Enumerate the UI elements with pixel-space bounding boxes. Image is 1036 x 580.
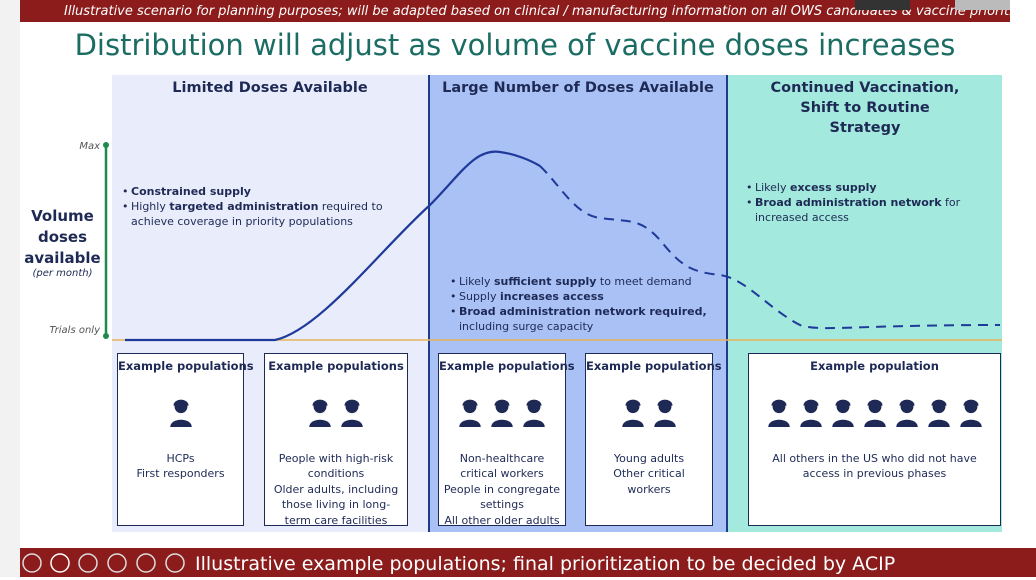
- population-heading: Example populations: [268, 359, 404, 373]
- person-icon: [926, 397, 952, 427]
- icon-row: [265, 387, 407, 437]
- population-line: HCPs: [166, 451, 195, 465]
- population-line: Older adults, including those living in …: [273, 482, 399, 527]
- icon-row: [118, 387, 243, 437]
- bullet-text: Supply: [459, 290, 500, 303]
- supply-curve-solid: [125, 150, 541, 342]
- more-button[interactable]: [165, 553, 185, 573]
- toolbar: [22, 553, 185, 573]
- bullet: Likely sufficient supply to meet demand: [450, 274, 710, 289]
- slide-title: Distribution will adjust as volume of va…: [74, 28, 956, 62]
- person-icon: [339, 397, 365, 427]
- icon-row: [749, 387, 1000, 437]
- person-icon: [862, 397, 888, 427]
- population-box: Example population All others in the US w…: [748, 353, 1001, 526]
- person-icon: [830, 397, 856, 427]
- axis-max-label: Max: [79, 141, 100, 152]
- population-box: Example populations Young adults Other cri…: [585, 353, 722, 526]
- phase-heading: Continued Vaccination, Shift to Routine …: [770, 80, 960, 136]
- axis-end: [103, 333, 109, 339]
- icon-row: [439, 387, 565, 437]
- video-thumbnail: [955, 0, 1010, 10]
- population-lines: HCPs First responders: [118, 451, 243, 482]
- bullet-text: Likely: [755, 181, 790, 194]
- phase-bullets: Likely sufficient supply to meet demandS…: [450, 274, 710, 334]
- bullet-text: including surge capacity: [459, 320, 594, 333]
- population-line: Non-healthcare critical workers: [459, 451, 545, 481]
- person-icon: [457, 397, 483, 427]
- axis-min-label: Trials only: [49, 325, 100, 336]
- bullet-text: required to achieve coverage in priority…: [131, 200, 383, 228]
- bullet: Supply increases access: [450, 289, 710, 304]
- population-line: First responders: [136, 467, 225, 480]
- person-icon: [620, 397, 646, 427]
- bullet-text: Broad administration network: [755, 196, 942, 209]
- footer-text: Illustrative example populations; final …: [195, 553, 896, 575]
- bullet: Likely excess supply: [746, 180, 1011, 195]
- supply-curve-dashed: [539, 165, 1001, 330]
- population-heading: Example population: [810, 359, 939, 373]
- population-line: All other older adults: [444, 513, 560, 527]
- population-box: Example populations HCPs First responders: [117, 353, 254, 526]
- population-lines: People with high-risk conditions Older ad…: [265, 451, 407, 529]
- axis-end: [103, 142, 109, 148]
- person-icon: [958, 397, 984, 427]
- bullet-text: targeted administration: [169, 200, 319, 213]
- person-icon: [894, 397, 920, 427]
- bullet: Highly targeted administration required …: [122, 199, 422, 229]
- bullet-text: excess supply: [790, 181, 877, 194]
- population-box: Example populations Non-healthcare critic…: [438, 353, 575, 529]
- population-line: People with high-risk conditions: [278, 451, 394, 481]
- bullet-text: Highly: [131, 200, 170, 213]
- bullet: Broad administration network required, i…: [450, 304, 710, 334]
- phase-bullets: Constrained supplyHighly targeted admini…: [122, 184, 422, 229]
- person-icon: [652, 397, 678, 427]
- population-line: People in congregate settings: [443, 482, 561, 512]
- bullet-text: Constrained supply: [131, 185, 251, 198]
- population-lines: Young adults Other critical workers: [586, 451, 712, 498]
- top-banner: Illustrative scenario for planning purpo…: [20, 0, 1010, 22]
- population-heading: Example populations: [118, 359, 254, 373]
- person-icon: [521, 397, 547, 427]
- phase-heading: Large Number of Doses Available: [442, 80, 714, 96]
- population-line: Other critical workers: [613, 467, 685, 496]
- person-icon: [766, 397, 792, 427]
- bullet-text: to meet demand: [596, 275, 692, 288]
- population-line: Young adults: [613, 451, 685, 465]
- population-line: All others in the US who did not have ac…: [772, 451, 977, 481]
- video-thumbnail: [855, 0, 910, 10]
- icon-row: [586, 387, 712, 437]
- population-heading: Example populations: [586, 359, 722, 373]
- person-icon: [489, 397, 515, 427]
- bullet-text: increases access: [499, 290, 604, 303]
- bottom-banner: Illustrative example populations; final …: [20, 548, 1036, 577]
- phase-bullets: Likely excess supplyBroad administration…: [746, 180, 1011, 225]
- person-icon: [798, 397, 824, 427]
- bullet: Constrained supply: [122, 184, 422, 199]
- population-lines: All others in the US who did not have ac…: [749, 451, 1000, 482]
- axis-label: Volume doses available: [24, 207, 101, 267]
- person-icon: [168, 397, 194, 427]
- axis-sublabel: (per month): [32, 268, 93, 279]
- bullet-text: Broad administration network required,: [459, 305, 707, 318]
- population-lines: Non-healthcare critical workers People in…: [439, 451, 565, 529]
- pen-button[interactable]: [78, 553, 98, 573]
- next-button[interactable]: [50, 553, 70, 573]
- bullet-text: sufficient supply: [494, 275, 597, 288]
- prev-button[interactable]: [22, 553, 42, 573]
- population-box: Example populations People with high-risk…: [264, 353, 408, 529]
- zoom-button[interactable]: [136, 553, 156, 573]
- slides-button[interactable]: [107, 553, 127, 573]
- banner-text: Illustrative scenario for planning purpo…: [64, 4, 1010, 19]
- person-icon: [307, 397, 333, 427]
- phase-heading: Limited Doses Available: [172, 80, 368, 96]
- bullet-text: Likely: [459, 275, 494, 288]
- window-edge: [0, 0, 20, 577]
- bullet-text: for increased access: [755, 196, 961, 224]
- population-heading: Example populations: [439, 359, 575, 373]
- bullet: Broad administration network for increas…: [746, 195, 1011, 225]
